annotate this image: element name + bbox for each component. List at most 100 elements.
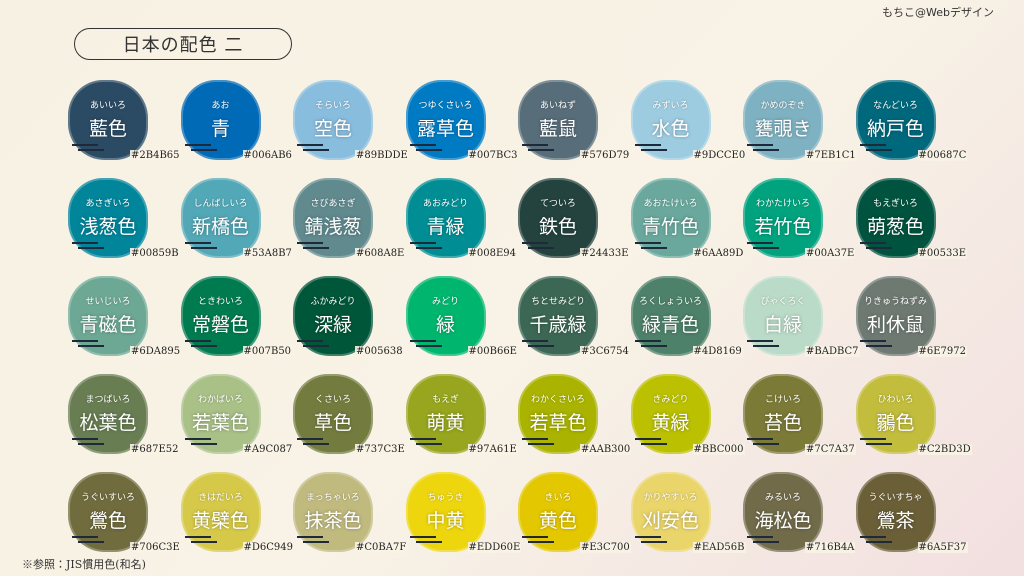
hex-code: #EAD56B — [692, 542, 746, 553]
reading: まつばいろ — [85, 395, 131, 405]
swatch: りきゅうねずみ 利休鼠 #6E7972 — [855, 276, 967, 357]
color-blob — [855, 472, 936, 552]
color-name: 中黄 — [426, 510, 465, 532]
swatch: まつばいろ 松葉色 #687E52 — [68, 374, 180, 455]
color-blob — [180, 178, 261, 258]
hex-code: #716B4A — [805, 542, 856, 553]
color-name: 若竹色 — [754, 216, 812, 238]
hex-code: #00859B — [130, 248, 180, 259]
reading: かりやすいろ — [643, 493, 698, 503]
color-blob — [743, 472, 823, 552]
color-name: 緑青色 — [641, 314, 699, 336]
color-name: 常磐色 — [191, 314, 249, 336]
color-blob — [518, 276, 598, 356]
stripe — [72, 340, 98, 342]
hex-code: #2B4B65 — [130, 150, 181, 161]
hex-code: #00A37E — [805, 248, 856, 259]
hex-code: #A9C087 — [242, 444, 294, 455]
swatch: まっちゃいろ 抹茶色 #C0BA7F — [293, 472, 408, 553]
color-name: 浅葱色 — [79, 216, 137, 238]
hex-code: #4D8169 — [692, 346, 743, 357]
stripe — [522, 536, 548, 538]
stripe — [747, 536, 773, 538]
hex-code: #D6C949 — [242, 542, 294, 553]
swatch: てついろ 鉄色 #24433E — [518, 178, 630, 259]
stripe — [747, 340, 773, 342]
swatch: みどり緑 #00B66E — [405, 276, 518, 357]
reading: くさいろ — [314, 395, 351, 405]
stripe — [859, 340, 886, 342]
swatch: きみどり 黄緑 #BBC000 — [630, 374, 745, 455]
swatch: さびあさぎ 錆浅葱 #608A8E — [293, 178, 406, 259]
reading: わかくさいろ — [530, 395, 585, 405]
color-name: 錆浅葱 — [304, 216, 362, 238]
hex-code: #9DCCE0 — [692, 150, 747, 161]
hex-code: #706C3E — [130, 542, 181, 553]
hex-code: #C2BD3D — [917, 444, 972, 455]
color-blob — [855, 178, 936, 258]
color-blob — [405, 374, 486, 454]
color-name: 露草色 — [416, 118, 474, 140]
color-blob — [518, 80, 598, 160]
color-blob — [743, 178, 823, 258]
reading: あさぎいろ — [85, 199, 131, 209]
swatch: わかたけいろ 若竹色 #00A37E — [743, 178, 856, 259]
color-blob — [293, 80, 373, 160]
reading: あおみどり — [422, 199, 468, 209]
hex-code: #00687C — [917, 150, 968, 161]
color-blob — [405, 472, 486, 552]
reading: きみどり — [652, 395, 689, 405]
color-blob — [630, 374, 711, 454]
swatch: きはだいろ 黄檗色 #D6C949 — [180, 472, 294, 553]
color-blob — [68, 472, 148, 552]
reading: みずいろ — [652, 101, 689, 111]
swatch: くさいろ 草色 #737C3E — [293, 374, 406, 455]
stripe — [409, 438, 436, 440]
swatch: わかばいろ 若葉色 #A9C087 — [180, 374, 294, 455]
hex-code: #3C6754 — [580, 346, 630, 357]
stripe — [297, 242, 323, 244]
hex-code: #006AB6 — [242, 150, 293, 161]
color-blob — [630, 472, 711, 552]
stripe — [409, 144, 436, 146]
hex-code: #608A8E — [355, 248, 406, 259]
reading: もえぎ — [432, 395, 459, 405]
color-blob — [293, 374, 373, 454]
hex-code: #53A8B7 — [242, 248, 293, 259]
reading: ろくしょういろ — [638, 297, 702, 307]
hex-code: #89BDDE — [355, 150, 409, 161]
color-name: 藍鼠 — [538, 118, 577, 140]
color-name: 深緑 — [313, 314, 352, 336]
color-blob — [68, 178, 148, 258]
color-name: 抹茶色 — [304, 510, 362, 532]
color-blob — [630, 178, 711, 258]
reading: つゆくさいろ — [418, 101, 473, 111]
reading: きいろ — [544, 493, 572, 503]
stripe — [409, 536, 436, 538]
color-name: 若葉色 — [191, 412, 249, 434]
hex-code: #6A5F37 — [917, 542, 968, 553]
credit: もちこ@Webデザイン — [882, 6, 994, 19]
hex-code: #BADBC7 — [805, 346, 860, 357]
reading: あいねず — [539, 101, 576, 111]
color-name: 甕覗き — [754, 118, 812, 140]
color-blob — [180, 374, 261, 454]
stripe — [634, 340, 661, 342]
swatch: かりやすいろ 刈安色 #EAD56B — [630, 472, 746, 553]
color-name: 草色 — [313, 412, 352, 434]
stripe — [409, 242, 436, 244]
hex-code: #007B50 — [242, 346, 293, 357]
color-name: 鶸色 — [876, 412, 915, 434]
reading: あおたけいろ — [643, 199, 698, 209]
reading: うぐいすちゃ — [868, 493, 923, 503]
hex-code: #00533E — [917, 248, 967, 259]
color-name: 緑 — [435, 314, 455, 336]
color-name: 若草色 — [529, 412, 587, 434]
stripe — [859, 144, 886, 146]
color-blob — [68, 374, 148, 454]
color-blob — [293, 276, 373, 356]
swatch: せいじいろ 青磁色 #6DA895 — [68, 276, 182, 357]
color-blob — [68, 80, 148, 160]
color-blob — [405, 276, 486, 356]
